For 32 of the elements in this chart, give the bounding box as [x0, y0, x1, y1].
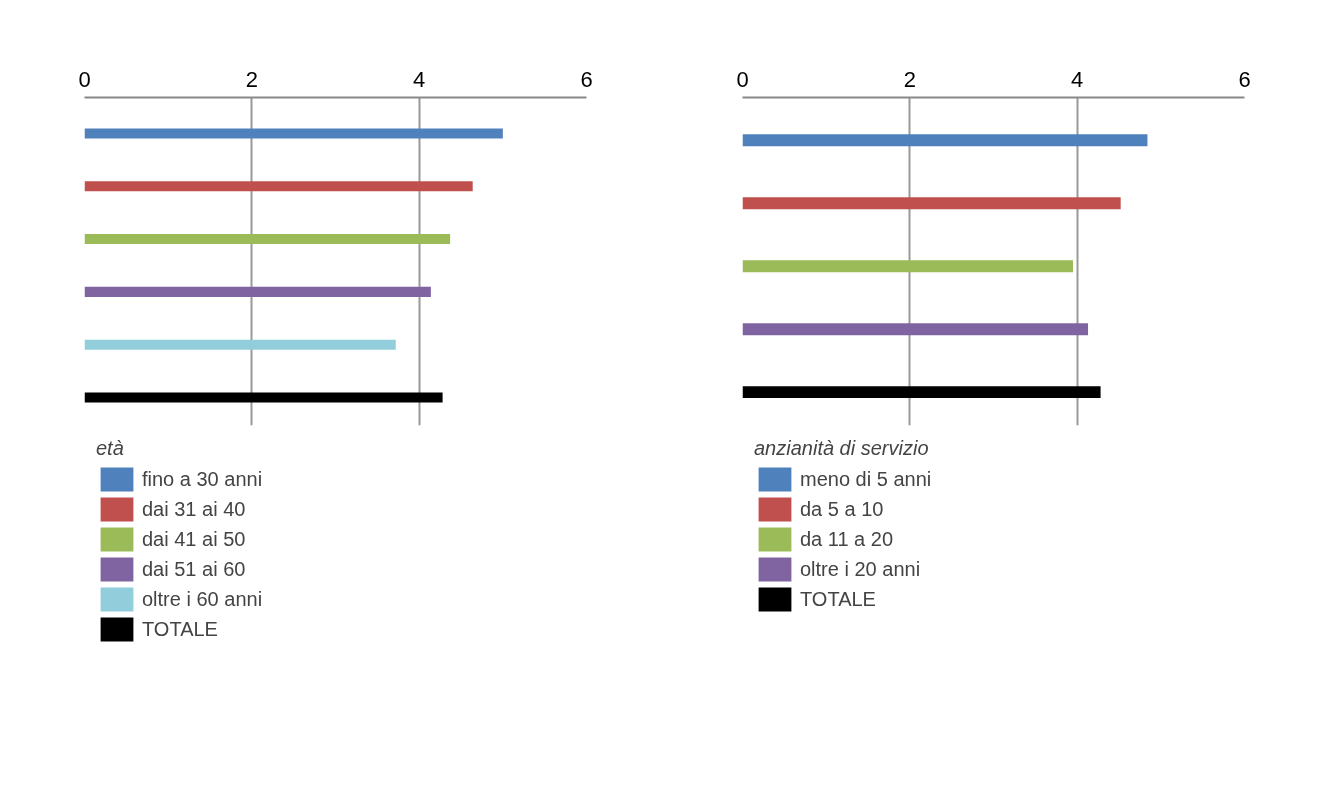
x-tick-label: 4 — [413, 66, 426, 92]
legend-label: dai 51 ai 60 — [142, 556, 246, 582]
legend-title: anzianità di servizio — [754, 437, 930, 460]
legend-label: oltre i 60 anni — [142, 586, 263, 612]
legend-label: TOTALE — [800, 586, 876, 612]
x-tick-label: 0 — [736, 66, 749, 92]
bar — [742, 260, 1073, 273]
legend-label: meno di 5 anni — [800, 466, 932, 492]
bar — [84, 286, 431, 297]
x-tick-label: 2 — [903, 66, 916, 92]
x-tick-label: 6 — [580, 66, 593, 92]
x-tick-label: 0 — [78, 66, 91, 92]
bar — [84, 392, 443, 403]
x-tick-label: 4 — [1071, 66, 1084, 92]
bar — [84, 181, 473, 192]
legend-label: oltre i 20 anni — [800, 556, 921, 582]
bar — [84, 234, 451, 245]
x-tick-label: 2 — [245, 66, 258, 92]
legend-label: da 5 a 10 — [800, 496, 884, 522]
bar — [84, 339, 396, 350]
legend-label: fino a 30 anni — [142, 466, 263, 492]
legend-label: TOTALE — [142, 616, 218, 642]
x-tick-label: 6 — [1238, 66, 1251, 92]
legend-label: dai 31 ai 40 — [142, 496, 246, 522]
legend-label: dai 41 ai 50 — [142, 526, 246, 552]
legend-title: età — [96, 437, 125, 460]
bar — [742, 323, 1089, 336]
bar — [742, 386, 1101, 399]
bar — [742, 197, 1121, 210]
bar — [742, 134, 1148, 147]
legend-label: da 11 a 20 — [800, 526, 894, 552]
bar — [84, 128, 503, 139]
